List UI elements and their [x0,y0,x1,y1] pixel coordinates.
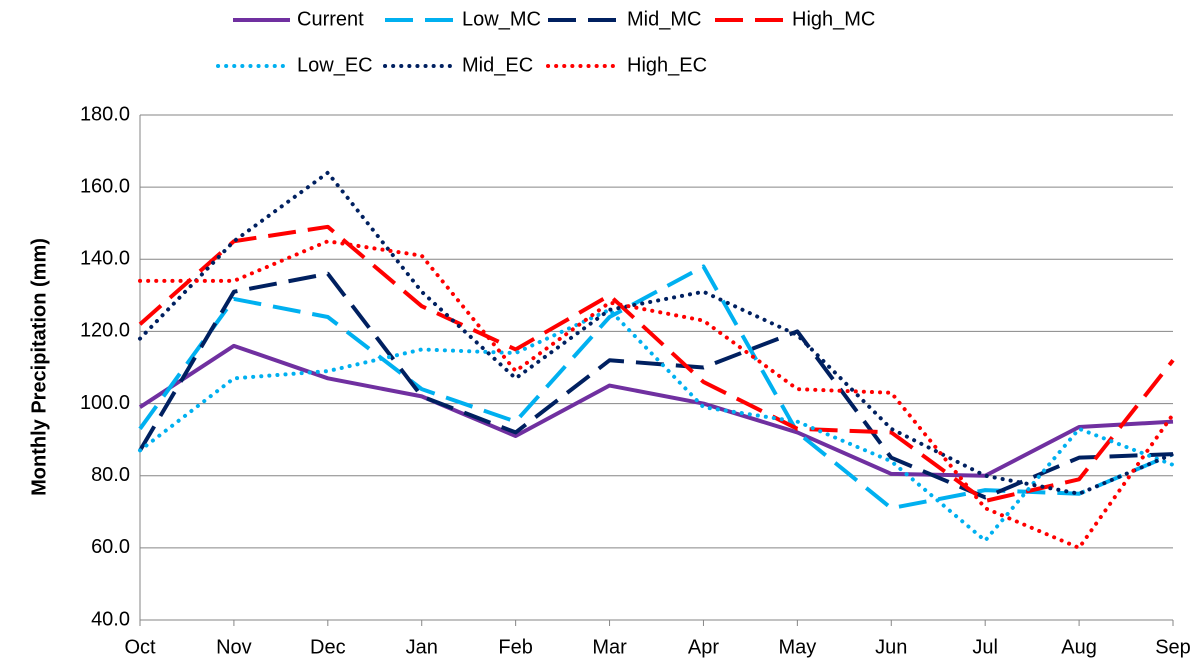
series-line [138,271,1174,500]
x-tick-label: Aug [1061,636,1097,658]
y-tick-label: 120.0 [80,320,130,342]
legend-label: Low_EC [297,54,373,76]
x-tick-label: Mar [592,636,627,658]
series-line [138,239,1175,550]
x-tick-label: Jul [972,636,998,658]
x-tick-label: Sep [1155,636,1191,658]
legend-label: Low_MC [462,8,541,30]
y-tick-label: 40.0 [91,608,130,630]
y-tick-label: 80.0 [91,464,130,486]
legend-label: Current [297,8,364,30]
series-line [138,343,1174,478]
x-tick-label: Jan [406,636,438,658]
x-tick-label: Jun [875,636,907,658]
y-tick-label: 140.0 [80,248,130,270]
y-tick-label: 180.0 [80,103,130,125]
x-tick-label: Oct [124,636,156,658]
series-line [138,224,1175,503]
series-line [138,307,1175,543]
legend-label: Mid_EC [462,54,533,76]
y-axis-title: Monthly Precipitation (mm) [28,238,50,496]
y-tick-label: 100.0 [80,392,130,414]
x-tick-label: Apr [688,636,719,658]
x-tick-label: Dec [310,636,346,658]
y-tick-label: 160.0 [80,175,130,197]
series-line [138,170,1175,496]
x-tick-label: May [778,636,816,658]
x-tick-label: Feb [498,636,532,658]
legend-label: High_MC [792,8,875,30]
legend-label: Mid_MC [627,8,701,30]
y-tick-label: 60.0 [91,536,130,558]
series-line [138,264,1174,511]
x-tick-label: Nov [216,636,252,658]
legend-label: High_EC [627,54,707,76]
